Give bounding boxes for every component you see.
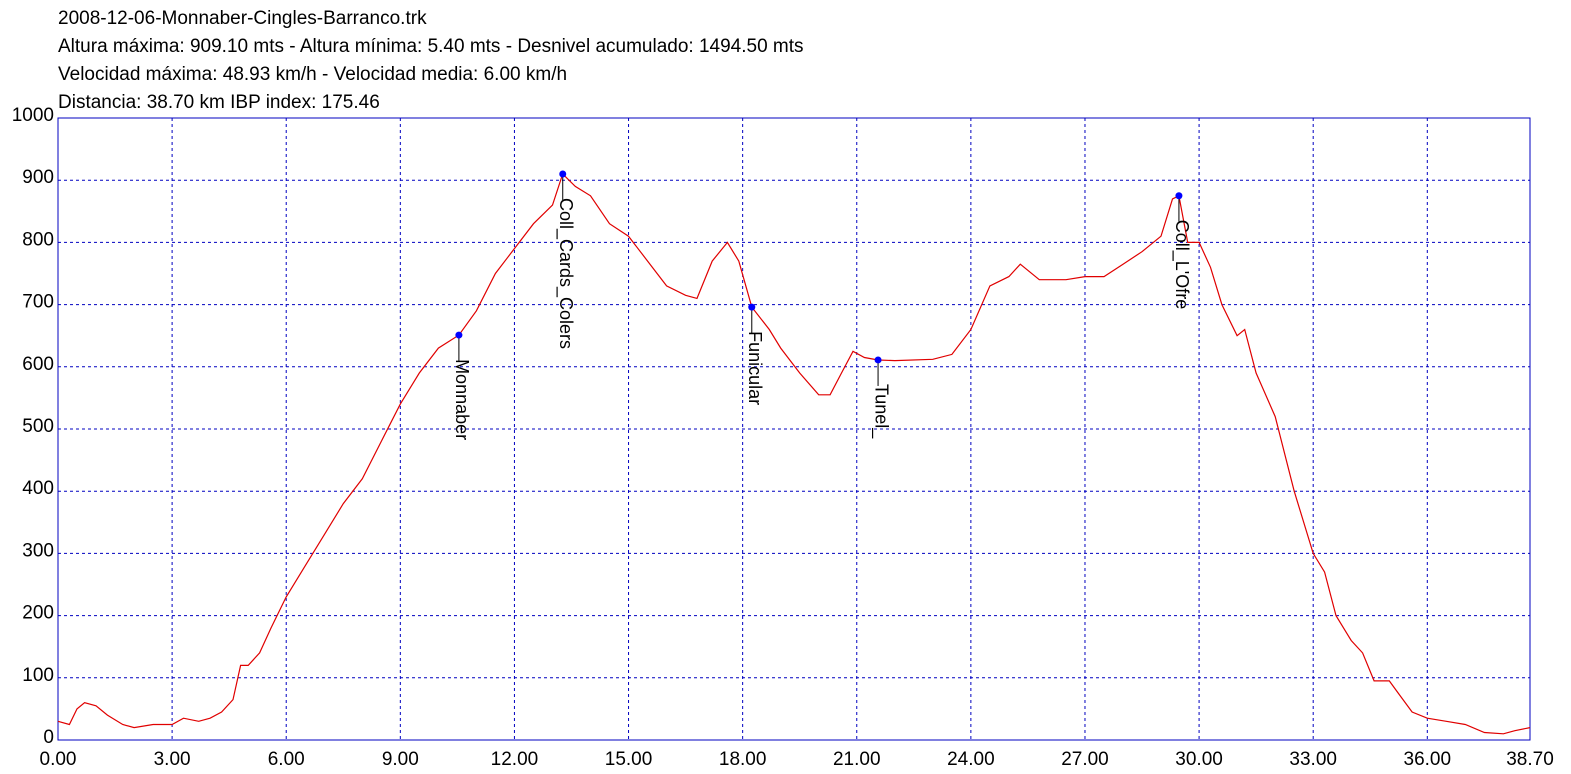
x-tick-label: 38.70 [1506,749,1554,770]
chart-title: 2008-12-06-Monnaber-Cingles-Barranco.trk [58,8,427,29]
plot-border [57,117,1531,741]
waypoint-label: Tunel_ [870,384,891,439]
x-tick-label: 36.00 [1404,749,1452,770]
y-tick-label: 0 [43,727,54,748]
y-tick-label: 300 [22,540,54,561]
y-tick-label: 400 [22,478,54,499]
subtitle: Altura máxima: 909.10 mts - Altura mínim… [58,36,804,57]
waypoint-label: Funicular [745,331,765,405]
x-tick-label: 21.00 [833,749,881,770]
y-tick-label: 600 [22,354,54,375]
x-tick-label: 6.00 [268,749,305,770]
x-tick-label: 3.00 [154,749,191,770]
x-tick-label: 12.00 [491,749,539,770]
x-tick-label: 0.00 [40,749,77,770]
subtitle: Velocidad máxima: 48.93 km/h - Velocidad… [58,64,567,85]
x-tick-label: 27.00 [1061,749,1109,770]
y-tick-label: 700 [22,292,54,313]
y-tick-label: 1000 [12,105,54,126]
x-tick-label: 24.00 [947,749,995,770]
waypoint [874,356,882,364]
waypoint [748,303,756,311]
x-tick-label: 18.00 [719,749,767,770]
waypoint-label: Coll_Cards_Colers [555,198,576,349]
x-tick-label: 15.00 [605,749,653,770]
x-tick-label: 9.00 [382,749,419,770]
x-tick-label: 30.00 [1175,749,1223,770]
y-tick-label: 800 [22,229,54,250]
y-tick-label: 100 [22,665,54,686]
waypoint-label: Monnaber [452,359,472,440]
y-tick-label: 200 [22,603,54,624]
waypoint [559,170,567,178]
x-tick-label: 33.00 [1289,749,1337,770]
waypoint [1175,192,1183,200]
waypoint-label: Coll_L'Ofre [1171,220,1192,309]
elevation-line [57,172,1531,735]
waypoint [455,331,463,339]
subtitle: Distancia: 38.70 km IBP index: 175.46 [58,92,380,113]
y-tick-label: 500 [22,416,54,437]
y-tick-label: 900 [22,167,54,188]
